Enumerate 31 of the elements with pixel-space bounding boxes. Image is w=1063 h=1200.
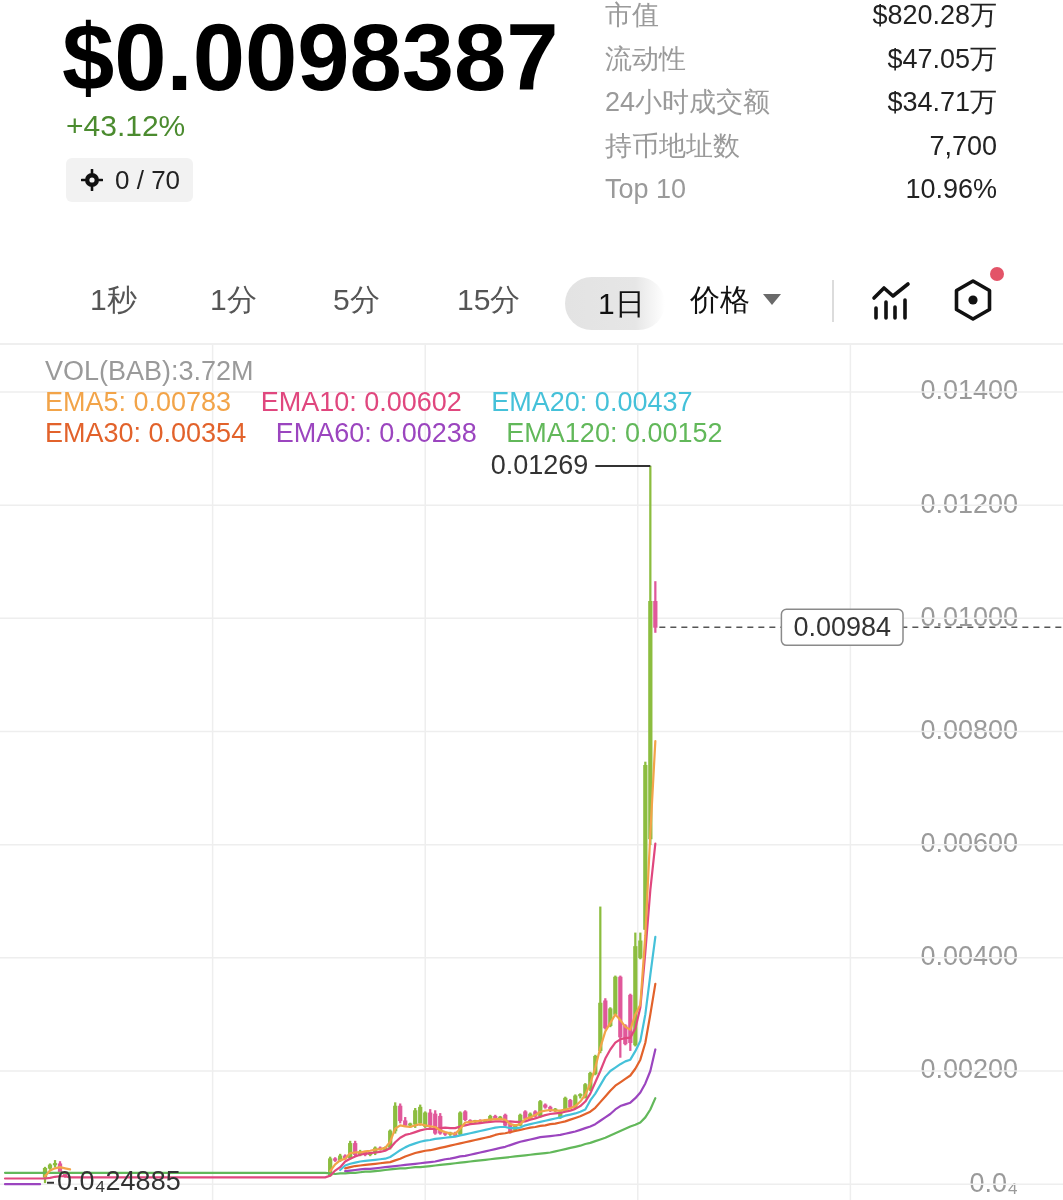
category-label: 市值 [605,0,659,32]
text: EMA20: 0.00437 [491,387,693,418]
category-label: 价格 [690,282,750,318]
text: $47.05万 [887,42,997,76]
text: EMA120: 0.00152 [506,418,723,449]
category-label: 持币地址数 [605,129,740,163]
category-label: Top 10 [605,173,687,206]
text: 7,700 [929,129,997,163]
chip: 0 / 70 [66,158,194,202]
y-tick-label: 0.01200 [920,488,1018,519]
y-tick-label: 0.00200 [920,1054,1018,1085]
category-label: 1分 [210,282,257,318]
text: $0.0098387 [62,5,559,110]
category-label: 1秒 [90,282,137,318]
category-label: 15分 [457,282,521,318]
y-tick-label: 0.01400 [920,375,1018,406]
text: EMA5: 0.00783 [45,387,232,418]
text: EMA60: 0.00238 [275,418,477,449]
ref-line-label: 0.00984 [793,611,892,642]
text: $34.71万 [887,86,997,119]
text: 10.96% [905,173,997,206]
text: $820.28万 [872,0,997,32]
category-label: 5分 [333,282,380,318]
category-label: 流动性 [605,42,686,76]
text: EMA10: 0.00602 [260,387,462,418]
annotation: VOL(BAB):3.72M [45,356,254,387]
annotation: 0.01269 [490,449,589,480]
category-label: 1日 [565,277,665,330]
category-label: 24小时成交额 [605,86,771,119]
text: +43.12% [66,109,186,142]
text: EMA30: 0.00354 [45,418,247,449]
